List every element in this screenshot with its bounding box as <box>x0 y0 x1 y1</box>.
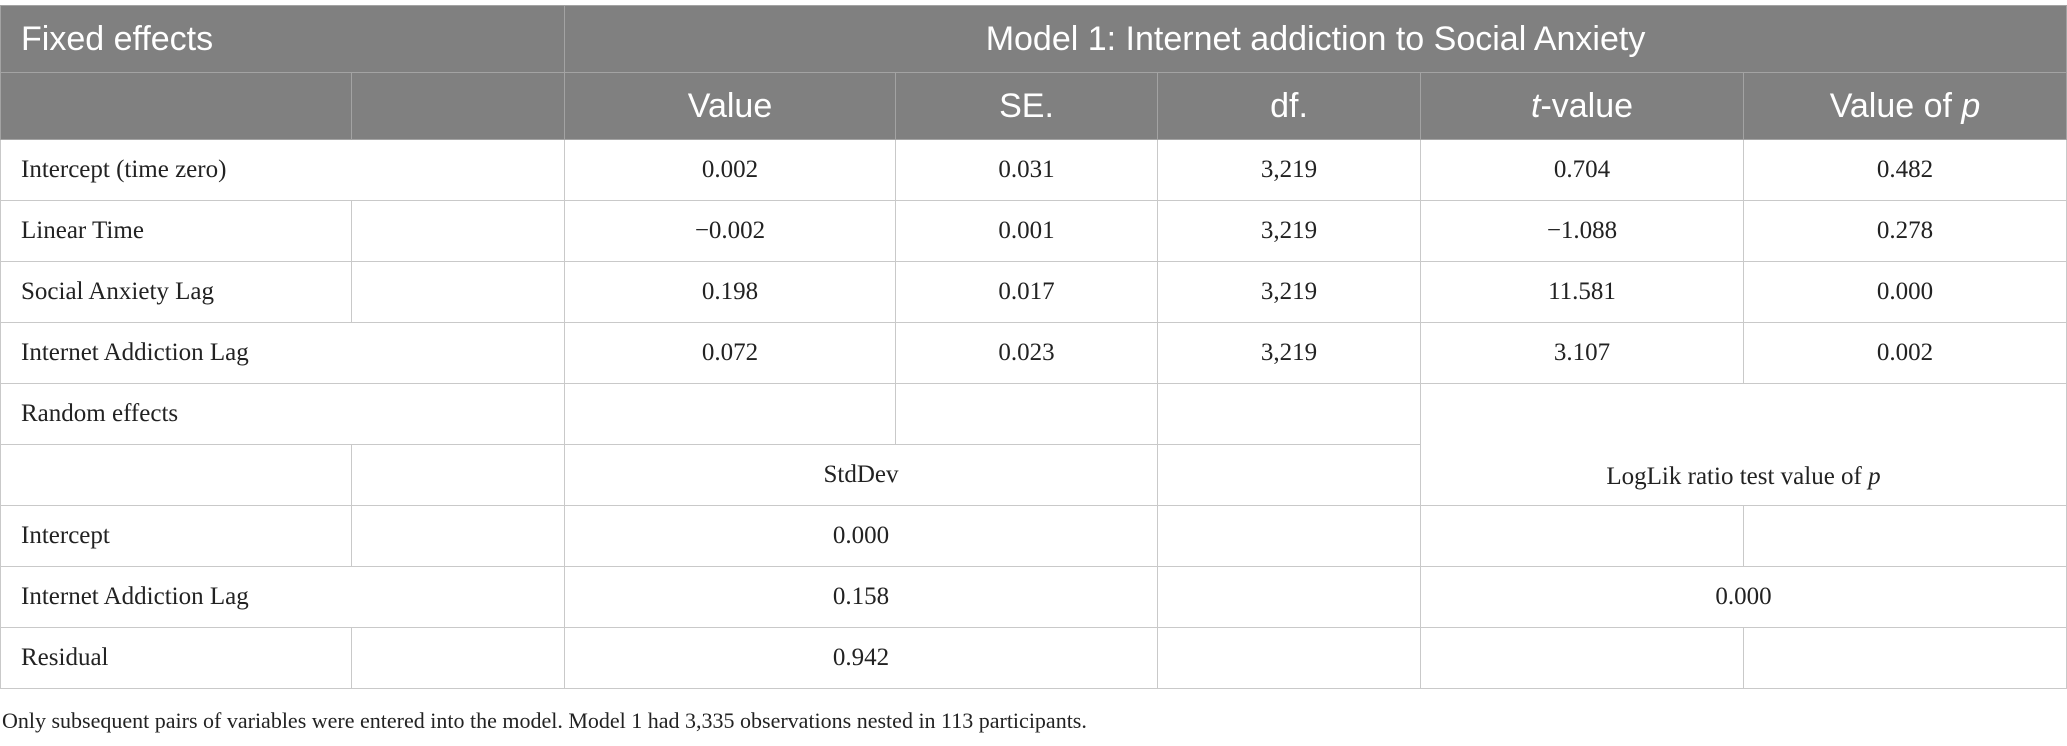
table-cell <box>1157 505 1422 567</box>
table-cell: Social Anxiety Lag <box>0 261 352 323</box>
table-cell: 0.017 <box>895 261 1159 323</box>
table-cell: 0.198 <box>564 261 897 323</box>
table-cell: −0.002 <box>564 200 897 262</box>
header-cell: Value <box>564 72 897 140</box>
header-cell <box>0 72 352 140</box>
table-cell <box>350 505 566 567</box>
table-cell <box>350 444 566 506</box>
italic-text: p <box>1868 463 1881 490</box>
table-cell <box>1420 505 1745 567</box>
table-cell <box>350 261 566 323</box>
table-cell: 0.000 <box>1420 566 2067 628</box>
text: LogLik ratio test value of <box>1606 463 1869 490</box>
table-cell <box>1420 627 1745 689</box>
text: Value of <box>1829 86 1962 125</box>
italic-text: p <box>1961 86 1981 125</box>
table-row: Social Anxiety Lag 0.198 0.017 3,219 11.581 0… <box>0 261 2067 323</box>
table-row: Intercept 0.000 <box>0 505 2067 567</box>
table-cell: 0.072 <box>564 322 897 384</box>
header-cell: Value of p <box>1743 72 2067 140</box>
table-cell: 0.482 <box>1743 139 2067 201</box>
table-cell <box>564 383 897 445</box>
header-cell: Model 1: Internet addiction to Social An… <box>564 5 2067 73</box>
table-cell: Intercept (time zero) <box>0 139 566 201</box>
table-cell: Internet Addiction Lag <box>0 322 566 384</box>
table-cell <box>350 627 566 689</box>
table-cell: 0.002 <box>564 139 897 201</box>
table-cell: StdDev <box>564 444 1159 506</box>
table-cell: 3,219 <box>1157 139 1422 201</box>
table-cell: 0.001 <box>895 200 1159 262</box>
table-cell: 0.031 <box>895 139 1159 201</box>
table-cell: Internet Addiction Lag <box>0 566 566 628</box>
header-cell: Fixed effects <box>0 5 566 73</box>
table-cell <box>1157 566 1422 628</box>
header-cell: df. <box>1157 72 1422 140</box>
table-cell <box>1157 383 1422 445</box>
table-cell: 0.002 <box>1743 322 2067 384</box>
table-row: StdDev <box>0 444 2067 506</box>
table-cell <box>1743 505 2067 567</box>
footnote: Only subsequent pairs of variables were … <box>2 708 1087 733</box>
table-cell: 3.107 <box>1420 322 1745 384</box>
table-cell <box>0 444 352 506</box>
table-cell: 0.000 <box>1743 261 2067 323</box>
table-cell: 3,219 <box>1157 261 1422 323</box>
table-cell: Random effects <box>0 383 566 445</box>
table-cell: Intercept <box>0 505 352 567</box>
header-row: Value SE. df. t-value Value of p <box>0 72 2067 140</box>
results-table: Fixed effects Model 1: Internet addiction… <box>0 5 2067 689</box>
table-cell <box>350 200 566 262</box>
table-cell: Residual <box>0 627 352 689</box>
table-body: Fixed effects Model 1: Internet addiction… <box>0 5 2067 689</box>
table-row: Random effects LogLik ratio test value of… <box>0 383 2067 506</box>
table-cell: 0.158 <box>564 566 1159 628</box>
table-cell: Linear Time <box>0 200 352 262</box>
table-cell: 0.023 <box>895 322 1159 384</box>
table-cell <box>895 383 1159 445</box>
table-row: Residual 0.942 <box>0 627 2067 689</box>
table-cell: 0.278 <box>1743 200 2067 262</box>
table-cell <box>1157 627 1422 689</box>
table-cell: 3,219 <box>1157 322 1422 384</box>
text: -value <box>1540 86 1634 125</box>
header-cell: t-value <box>1420 72 1745 140</box>
table-cell: 3,219 <box>1157 200 1422 262</box>
table-cell <box>1743 627 2067 689</box>
table-row: Linear Time −0.002 0.001 3,219 −1.088 0.278 <box>0 200 2067 262</box>
table-cell: 11.581 <box>1420 261 1745 323</box>
table-cell: 0.704 <box>1420 139 1745 201</box>
header-cell <box>350 72 566 140</box>
table-cell: −1.088 <box>1420 200 1745 262</box>
table-row: Intercept (time zero) 0.002 0.031 3,219 0.70… <box>0 139 2067 201</box>
table-row: Internet Addiction Lag 0.072 0.023 3,219 3.1… <box>0 322 2067 384</box>
table-row: Internet Addiction Lag 0.158 0.000 <box>0 566 2067 628</box>
table-cell: 0.942 <box>564 627 1159 689</box>
italic-text: t <box>1530 86 1541 125</box>
table-cell: 0.000 <box>564 505 1159 567</box>
header-row: Fixed effects Model 1: Internet addiction… <box>0 5 2067 73</box>
table-cell: LogLik ratio test value of p <box>1420 383 2067 506</box>
header-cell: SE. <box>895 72 1159 140</box>
table-cell <box>1157 444 1422 506</box>
